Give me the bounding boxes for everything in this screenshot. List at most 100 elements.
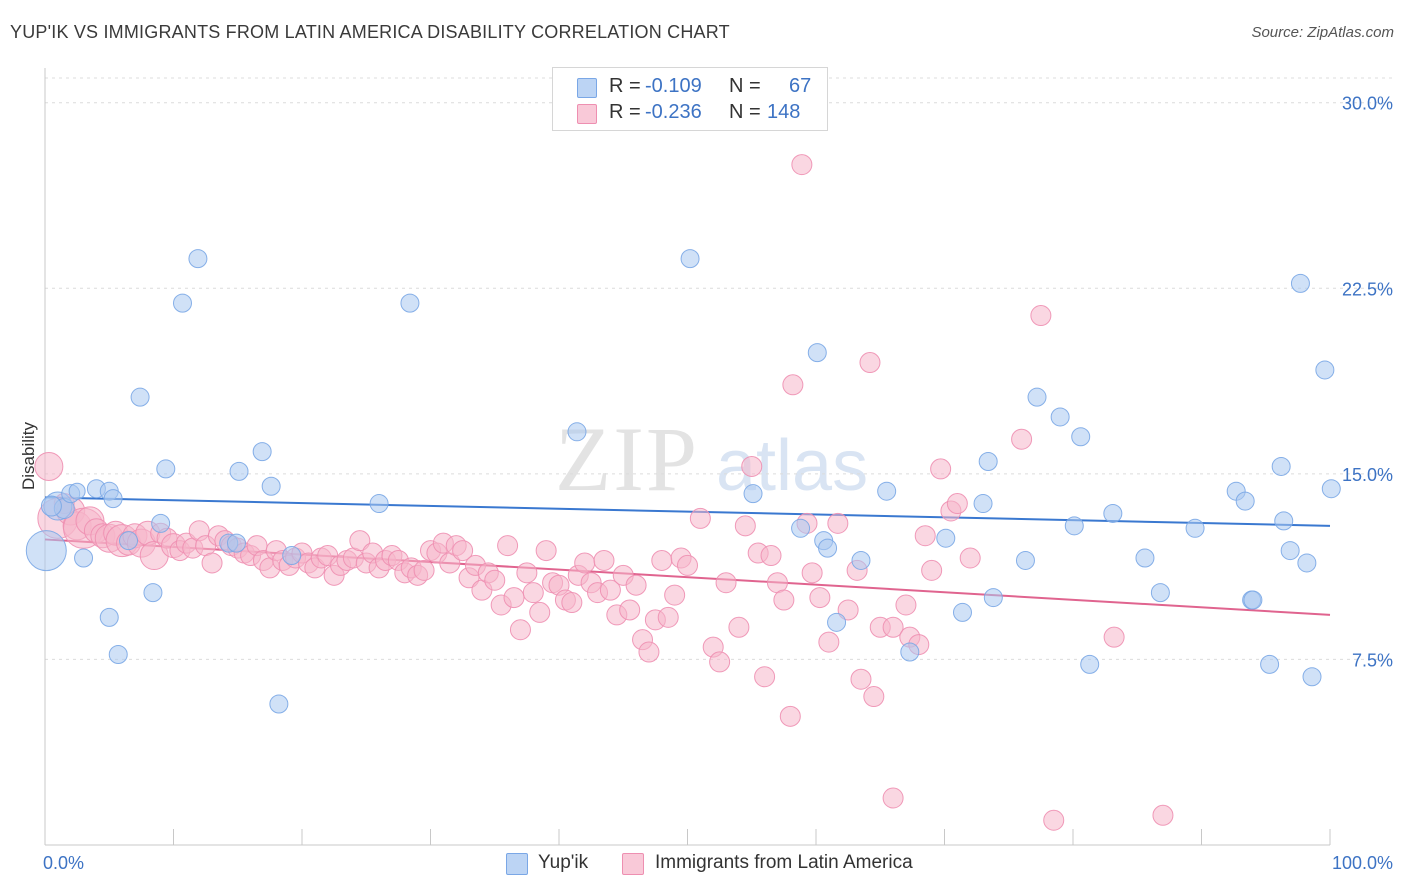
data-point [68,482,86,500]
data-point [882,787,904,809]
data-point [1080,654,1100,674]
data-point [1030,305,1052,327]
data-point [1235,491,1255,511]
data-point [1274,511,1294,531]
data-point [201,552,223,574]
data-point [930,458,952,480]
data-point [1064,516,1084,536]
data-point [484,569,506,591]
data-point [143,583,163,603]
data-point [1321,479,1341,499]
data-point [74,548,94,568]
legend-n-value: 148 [767,101,801,123]
data-point [818,631,840,653]
data-point [877,481,897,501]
data-point [946,493,968,515]
data-point [791,518,811,538]
legend-swatch-latin-america [622,853,644,875]
data-point [103,489,123,509]
data-point [1302,667,1322,687]
data-point [25,530,67,572]
data-point [593,549,615,571]
correlation-legend: R = -0.109 N = 67 R = -0.236 N = 148 [552,67,828,131]
legend-swatch-yupik [506,853,528,875]
chart-title: YUP'IK VS IMMIGRANTS FROM LATIN AMERICA … [10,22,730,42]
data-point [978,452,998,471]
legend-n-label: N = [729,75,761,97]
data-point [743,484,763,504]
y-tick-label: 15.0% [1342,465,1393,485]
data-point [413,559,435,581]
data-point [226,533,246,553]
data-point [914,525,936,547]
data-point [1103,626,1125,648]
data-point [895,594,917,616]
data-point [677,554,698,576]
data-point [1243,590,1263,610]
data-point [1015,550,1035,570]
data-point [269,694,289,714]
legend-n-label: N = [729,101,761,123]
legend-r-label: R = [609,75,641,97]
data-point [900,642,920,662]
data-point [1135,548,1155,568]
data-point [754,666,776,688]
data-point [973,494,993,514]
data-point [959,547,981,569]
data-point [657,606,679,628]
data-point [1043,809,1065,831]
legend-r-value: -0.109 [645,75,702,97]
data-point [921,559,943,581]
data-point [282,546,302,566]
data-point [760,545,782,567]
data-point [40,495,62,517]
data-point [651,549,673,571]
data-point [827,612,847,632]
data-point [818,538,838,558]
data-point [452,540,474,562]
data-point [689,507,711,529]
data-point [1071,427,1091,447]
data-point [801,562,823,584]
y-tick-label: 7.5% [1352,650,1393,670]
legend-r-label: R = [609,101,641,123]
data-point [882,616,904,638]
x-tick-label: 0.0% [43,853,84,873]
data-point [1050,407,1070,427]
data-point [850,668,872,690]
data-point [369,494,389,514]
axis-labels: 7.5% 15.0% 22.5% 30.0% 0.0% 100.0% Disability [19,94,1393,873]
data-point [1011,428,1033,450]
data-point [1027,387,1047,407]
data-point [625,574,647,596]
data-point [638,641,660,663]
data-point [851,550,871,570]
data-point [567,422,587,442]
data-point [599,579,621,601]
data-point [782,374,804,396]
legend-swatch-yupik [577,78,597,98]
data-point [1315,360,1335,380]
legend-label-yupik: Yup'ik [538,852,589,873]
watermark-atlas: atlas [716,426,868,506]
data-point [709,651,731,673]
data-point [497,535,519,557]
y-tick-label: 30.0% [1342,94,1393,114]
data-point [1297,553,1317,573]
y-axis-title: Disability [19,421,38,490]
data-point [715,572,737,594]
data-point [1103,503,1123,523]
data-point [863,686,885,708]
data-point [952,602,972,622]
legend-r-value: -0.236 [645,101,702,123]
data-point [349,530,371,552]
data-point [535,540,557,562]
data-point [728,616,750,638]
data-point [119,531,139,551]
data-point [779,705,801,727]
data-point [252,442,272,462]
data-point [791,154,813,176]
watermark: ZIP atlas [555,408,868,510]
data-point [807,343,827,363]
